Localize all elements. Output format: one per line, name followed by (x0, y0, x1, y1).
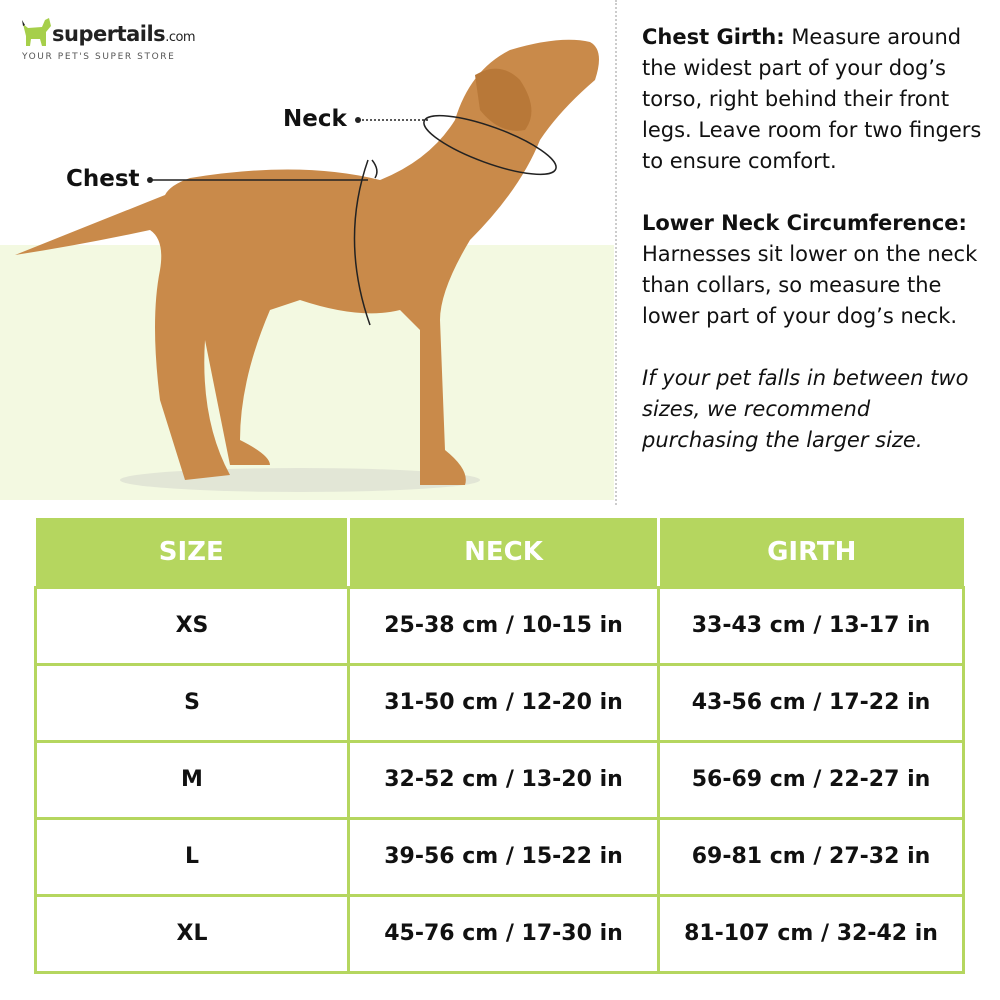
cell-neck: 25-38 cm / 10-15 in (347, 585, 660, 666)
cell-size: M (34, 739, 350, 820)
cell-girth: 81-107 cm / 32-42 in (657, 893, 965, 974)
cell-girth: 33-43 cm / 13-17 in (657, 585, 965, 666)
table-row: S 31-50 cm / 12-20 in 43-56 cm / 17-22 in (34, 662, 965, 743)
cell-neck: 31-50 cm / 12-20 in (347, 662, 660, 743)
cell-girth: 69-81 cm / 27-32 in (657, 816, 965, 897)
brand-name: supertails (52, 22, 166, 46)
table-row: L 39-56 cm / 15-22 in 69-81 cm / 27-32 in (34, 816, 965, 897)
dog-illustration (15, 39, 599, 492)
chest-instruction: Chest Girth: Measure around the widest p… (642, 25, 982, 173)
size-note: If your pet falls in between two sizes, … (642, 366, 969, 452)
chest-label: Chest (66, 166, 140, 192)
cell-girth: 43-56 cm / 17-22 in (657, 662, 965, 743)
cell-size: L (34, 816, 350, 897)
cell-size: XS (34, 585, 350, 666)
neck-instruction: Lower Neck Circumference: Harnesses sit … (642, 211, 978, 328)
brand-suffix: .com (165, 30, 196, 45)
table-header: SIZE NECK GIRTH (35, 518, 964, 589)
measurement-instructions: Chest Girth: Measure around the widest p… (642, 22, 992, 487)
header-size: SIZE (35, 518, 350, 589)
cell-size: S (34, 662, 350, 743)
cell-girth: 56-69 cm / 22-27 in (657, 739, 965, 820)
table-row: XS 25-38 cm / 10-15 in 33-43 cm / 13-17 in (34, 585, 965, 666)
cell-neck: 45-76 cm / 17-30 in (347, 893, 660, 974)
measurement-marks (150, 114, 557, 326)
header-neck: NECK (347, 518, 660, 589)
cell-neck: 39-56 cm / 15-22 in (347, 816, 660, 897)
size-chart-table: SIZE NECK GIRTH XS 25-38 cm / 10-15 in 33-… (34, 518, 965, 974)
cell-size: XL (34, 893, 350, 974)
header-girth: GIRTH (657, 518, 964, 589)
neck-label: Neck (283, 106, 347, 132)
brand-logo: supertails.com YOUR PET'S SUPER STORE (20, 14, 196, 62)
brand-tagline: YOUR PET'S SUPER STORE (22, 52, 176, 62)
dog-body (15, 39, 599, 485)
cell-neck: 32-52 cm / 13-20 in (347, 739, 660, 820)
dog-logo-icon (22, 18, 51, 46)
divider (615, 0, 617, 505)
table-row: M 32-52 cm / 13-20 in 56-69 cm / 22-27 in (34, 739, 965, 820)
table-row: XL 45-76 cm / 17-30 in 81-107 cm / 32-42 i… (34, 893, 965, 974)
